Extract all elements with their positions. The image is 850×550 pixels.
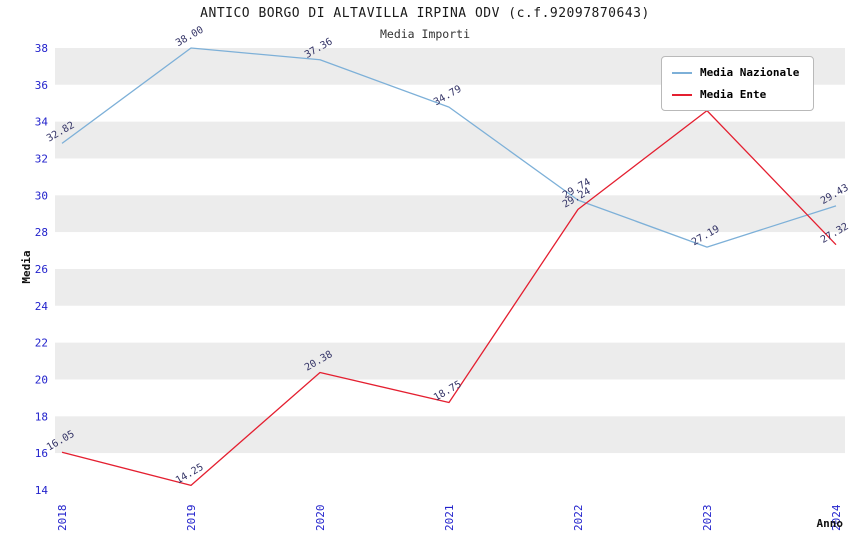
svg-text:36: 36 — [35, 79, 48, 92]
svg-text:2023: 2023 — [701, 505, 714, 532]
svg-text:14: 14 — [35, 484, 49, 497]
chart-title: ANTICO BORGO DI ALTAVILLA IRPINA ODV (c.… — [200, 6, 650, 21]
svg-text:2019: 2019 — [185, 505, 198, 532]
svg-text:28: 28 — [35, 226, 48, 239]
svg-text:2018: 2018 — [56, 505, 69, 532]
svg-text:2024: 2024 — [830, 504, 843, 531]
legend-label-nazionale: Media Nazionale — [700, 66, 800, 79]
line-media-nazionale — [61, 47, 837, 248]
x-axis-ticks: 2018 2019 2020 2021 2022 2023 2024 — [56, 504, 843, 531]
chart-subtitle: Media Importi — [379, 27, 470, 41]
svg-text:2021: 2021 — [443, 505, 456, 532]
y-axis-title: Media — [20, 250, 33, 283]
svg-text:38: 38 — [35, 42, 48, 55]
svg-text:26: 26 — [35, 263, 48, 276]
legend-line-sample-nazionale — [672, 71, 692, 74]
legend-item-media-ente: Media Ente — [672, 88, 799, 101]
svg-text:18: 18 — [35, 410, 48, 423]
svg-text:16: 16 — [35, 447, 48, 460]
svg-text:2020: 2020 — [314, 505, 327, 532]
svg-text:22: 22 — [35, 337, 48, 350]
legend-line-sample-ente — [672, 93, 692, 96]
svg-text:32: 32 — [35, 153, 48, 166]
svg-text:24: 24 — [35, 300, 49, 313]
svg-text:2022: 2022 — [572, 505, 585, 532]
legend-label-ente: Media Ente — [700, 88, 767, 101]
y-axis-ticks: 14 16 18 20 22 24 26 28 30 32 34 36 38 — [35, 42, 49, 497]
plot-bands — [55, 48, 845, 490]
legend-item-media-nazionale: Media Nazionale — [672, 66, 799, 79]
x-axis-title: Anno — [817, 517, 844, 530]
svg-text:30: 30 — [35, 189, 48, 202]
svg-text:34: 34 — [35, 116, 49, 129]
svg-text:20: 20 — [35, 374, 48, 387]
legend: Media Nazionale Media Ente — [661, 56, 815, 111]
